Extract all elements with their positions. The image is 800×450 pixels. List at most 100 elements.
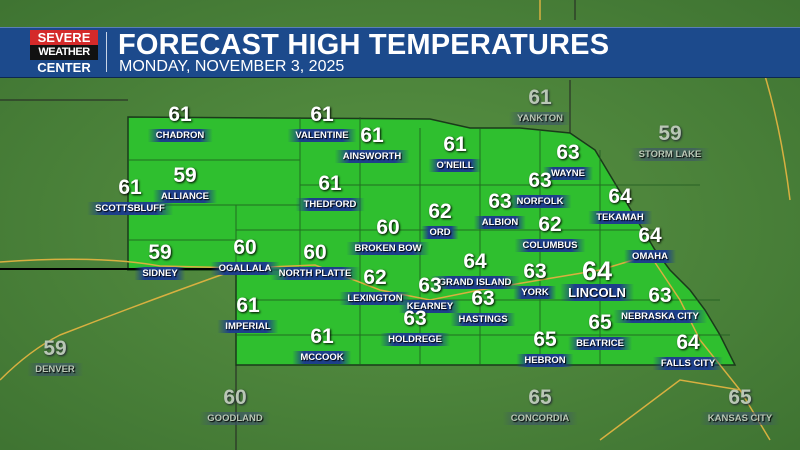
city-temperature: 65 — [728, 386, 752, 409]
city-temperature: 63 — [556, 141, 580, 164]
city-marker: 63 HASTINGS — [450, 287, 516, 327]
city-temperature: 64 — [463, 250, 487, 273]
city-marker: 61 O'NEILL — [428, 133, 482, 173]
city-temperature: 65 — [528, 386, 552, 409]
city-temperature: 59 — [43, 337, 67, 360]
city-marker: 63 YORK — [513, 260, 557, 300]
city-name-label: IMPERIAL — [217, 320, 279, 333]
city-name-label: TEKAMAH — [588, 211, 652, 224]
city-temperature: 61 — [310, 103, 334, 126]
page-title: FORECAST HIGH TEMPERATURES — [118, 29, 610, 61]
city-name-label: YORK — [513, 286, 557, 299]
city-temperature: 64 — [638, 224, 662, 247]
city-marker: 60 BROKEN BOW — [346, 216, 430, 256]
city-name-label: AINSWORTH — [334, 150, 410, 163]
city-name-label: STORM LAKE — [630, 148, 710, 161]
city-name-label: BROKEN BOW — [346, 242, 430, 255]
logo-line: WEATHER — [30, 45, 98, 60]
city-temperature: 61 — [310, 325, 334, 348]
city-name-label: WAYNE — [543, 167, 593, 180]
city-temperature: 60 — [233, 236, 257, 259]
city-temperature: 63 — [488, 190, 512, 213]
city-name-label: OMAHA — [624, 250, 676, 263]
city-marker: 63 ALBION — [473, 190, 527, 230]
city-temperature: 61 — [236, 294, 260, 317]
city-marker: 62 COLUMBUS — [514, 214, 586, 253]
city-temperature: 60 — [223, 386, 247, 409]
city-temperature: 61 — [443, 133, 467, 156]
city-name-label: BEATRICE — [568, 337, 632, 350]
city-name-label: SCOTTSBLUFF — [87, 202, 173, 215]
divider — [106, 32, 107, 72]
city-marker: 61 YANKTON — [509, 86, 571, 126]
city-temperature: 63 — [648, 284, 672, 307]
city-marker: 61 AINSWORTH — [334, 124, 410, 164]
city-temperature: 61 — [318, 172, 342, 195]
city-temperature: 60 — [376, 216, 400, 239]
city-marker: 61 SCOTTSBLUFF — [87, 176, 173, 216]
city-temperature: 61 — [168, 103, 192, 126]
city-temperature: 65 — [533, 328, 557, 351]
city-name-label: ALLIANCE — [152, 190, 218, 203]
city-marker: 64 OMAHA — [624, 224, 676, 264]
city-name-label: ALBION — [473, 216, 527, 229]
city-name-label: GOODLAND — [199, 412, 271, 425]
city-marker: 60 NORTH PLATTE — [270, 241, 360, 281]
city-marker: 62 LEXINGTON — [339, 266, 411, 306]
city-marker: 59 DENVER — [27, 337, 83, 377]
city-marker: 59 ALLIANCE — [152, 164, 218, 204]
city-marker: 61 CHADRON — [147, 103, 213, 143]
city-marker: 59 SIDNEY — [134, 242, 186, 281]
city-name-label: GRAND ISLAND — [430, 276, 520, 289]
city-name-label: HEBRON — [516, 354, 574, 367]
city-marker: 61 VALENTINE — [287, 103, 357, 143]
city-temperature: 61 — [360, 124, 384, 147]
page-subtitle: MONDAY, NOVEMBER 3, 2025 — [119, 58, 345, 75]
city-name-label: OGALLALA — [210, 262, 280, 275]
city-marker: 64 FALLS CITY — [652, 331, 724, 371]
city-marker: 64 LINCOLN — [560, 258, 634, 302]
city-temperature: 62 — [428, 200, 452, 223]
city-name-label: CONCORDIA — [502, 412, 578, 425]
city-temperature: 60 — [303, 241, 327, 264]
severe-weather-center-logo: SEVERE WEATHER CENTER — [30, 30, 98, 75]
city-marker: 60 GOODLAND — [199, 386, 271, 426]
city-name-label: NEBRASKA CITY — [613, 310, 707, 323]
city-name-label: LEXINGTON — [339, 292, 411, 305]
logo-line: CENTER — [37, 60, 91, 75]
city-name-label: FALLS CITY — [652, 357, 724, 370]
city-marker: 61 MCCOOK — [292, 325, 352, 365]
city-temperature: 64 — [676, 331, 700, 354]
city-name-label: COLUMBUS — [514, 239, 586, 252]
city-marker: 63 NORFOLK — [508, 169, 572, 209]
city-name-label: VALENTINE — [287, 129, 357, 142]
city-marker: 64 GRAND ISLAND — [430, 250, 520, 290]
logo-line: SEVERE — [30, 30, 98, 45]
city-marker: 63 WAYNE — [543, 141, 593, 181]
city-temperature: 63 — [471, 287, 495, 310]
city-temperature: 65 — [588, 311, 612, 334]
city-temperature: 63 — [523, 260, 547, 283]
city-name-label: LINCOLN — [560, 284, 634, 301]
city-temperature: 59 — [173, 164, 197, 187]
city-marker: 63 KEARNEY — [398, 274, 462, 314]
city-marker: 64 TEKAMAH — [588, 185, 652, 225]
city-name-label: SIDNEY — [134, 267, 186, 280]
city-name-label: CHADRON — [147, 129, 213, 142]
city-temperature: 63 — [418, 274, 442, 297]
city-name-label: O'NEILL — [428, 159, 482, 172]
city-marker: 63 NEBRASKA CITY — [613, 284, 707, 324]
city-temperature: 62 — [363, 266, 387, 289]
city-temperature: 64 — [608, 185, 632, 208]
city-temperature: 64 — [581, 256, 613, 286]
city-name-label: NORFOLK — [508, 195, 572, 208]
city-marker: 65 KANSAS CITY — [699, 386, 781, 426]
city-name-label: DENVER — [27, 363, 83, 376]
city-temperature: 63 — [528, 169, 552, 192]
city-name-label: KEARNEY — [398, 300, 462, 313]
city-temperature: 63 — [403, 307, 427, 330]
city-temperature: 61 — [118, 176, 142, 199]
city-marker: 61 IMPERIAL — [217, 294, 279, 334]
city-temperature: 61 — [528, 86, 552, 109]
city-name-label: MCCOOK — [292, 351, 352, 364]
